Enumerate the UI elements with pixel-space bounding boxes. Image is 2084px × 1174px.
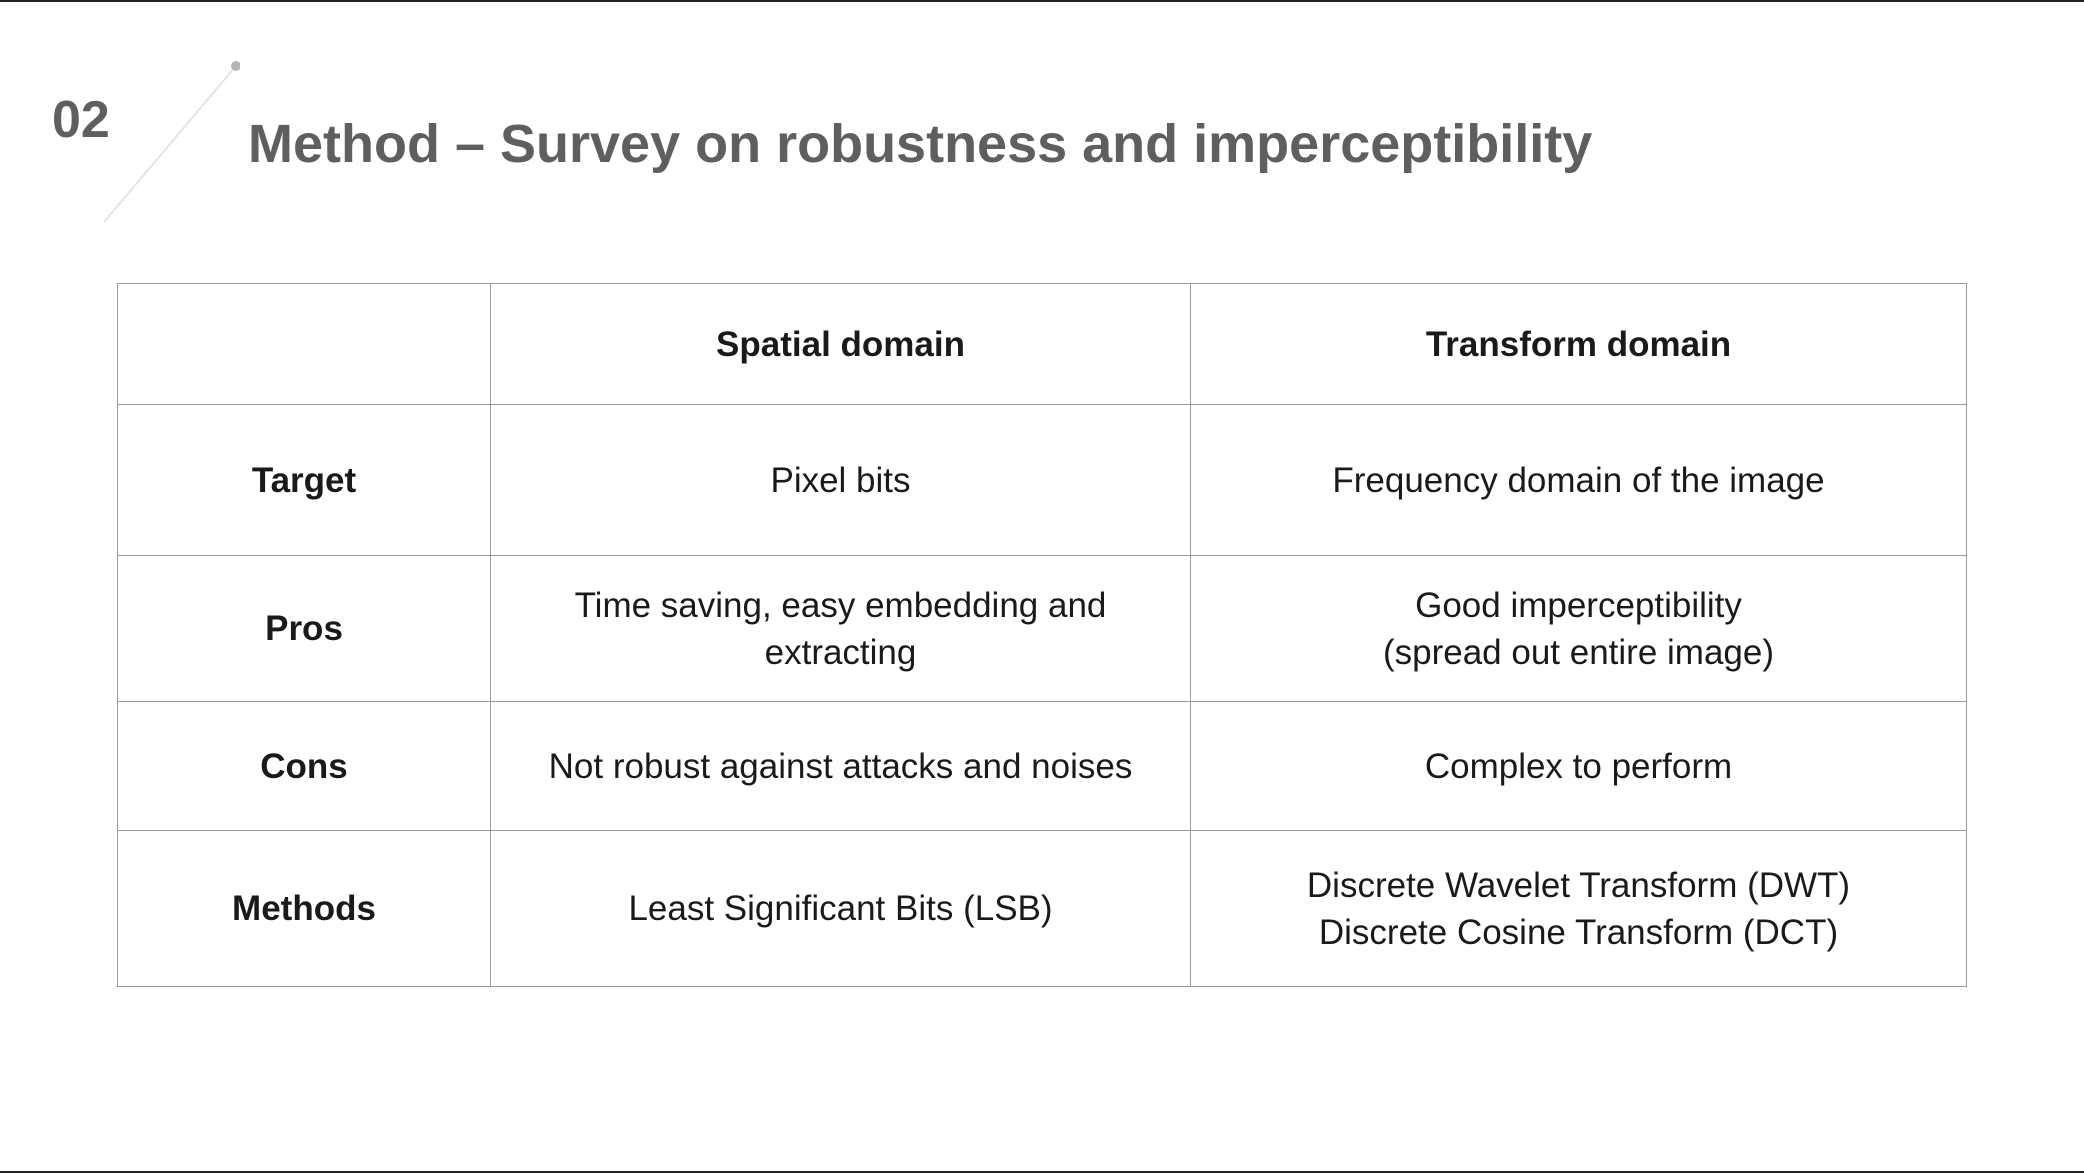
cell-methods-spatial: Least Significant Bits (LSB) bbox=[490, 830, 1191, 987]
slide-title: Method – Survey on robustness and imperc… bbox=[248, 114, 1593, 174]
cell-text: Not robust against attacks and noises bbox=[548, 746, 1133, 786]
cell-methods-transform: Discrete Wavelet Transform (DWT) Discret… bbox=[1190, 830, 1967, 987]
cell-cons-spatial: Not robust against attacks and noises bbox=[490, 701, 1191, 831]
cell-text: Time saving, easy embedding and extracti… bbox=[574, 585, 1107, 672]
cell-text: Least Significant Bits (LSB) bbox=[628, 889, 1053, 928]
cell-pros-spatial: Time saving, easy embedding and extracti… bbox=[490, 555, 1191, 702]
top-border-line bbox=[0, 0, 2084, 2]
cell-text: Good imperceptibility bbox=[1415, 585, 1742, 625]
row-label-pros: Pros bbox=[117, 555, 491, 702]
cell-pros-transform: Good imperceptibility (spread out entire… bbox=[1190, 555, 1967, 702]
table-header-row: Spatial domain Transform domain bbox=[117, 283, 1967, 405]
cell-target-spatial: Pixel bits bbox=[490, 404, 1191, 556]
cell-text: (spread out entire image) bbox=[1382, 632, 1775, 672]
row-label-cons: Cons bbox=[117, 701, 491, 831]
table-row-methods: Methods Least Significant Bits (LSB) Dis… bbox=[117, 830, 1967, 987]
comparison-table: Spatial domain Transform domain Target P… bbox=[117, 283, 1967, 987]
section-number: 02 bbox=[52, 91, 110, 149]
table-row-target: Target Pixel bits Frequency domain of th… bbox=[117, 404, 1967, 556]
header-empty-cell bbox=[117, 283, 491, 405]
cell-text: Pixel bits bbox=[770, 460, 911, 500]
cell-text: Complex to perform bbox=[1424, 746, 1733, 786]
table-row-cons: Cons Not robust against attacks and nois… bbox=[117, 701, 1967, 831]
cell-target-transform: Frequency domain of the image bbox=[1190, 404, 1967, 556]
cell-text: Discrete Cosine Transform (DCT) bbox=[1318, 912, 1839, 952]
row-label-methods: Methods bbox=[117, 830, 491, 987]
header-spatial-domain: Spatial domain bbox=[490, 283, 1191, 405]
cell-cons-transform: Complex to perform bbox=[1190, 701, 1967, 831]
header-transform-domain: Transform domain bbox=[1190, 283, 1967, 405]
decorative-diagonal-line bbox=[103, 61, 240, 223]
bottom-border-line bbox=[0, 1171, 2084, 1173]
table-row-pros: Pros Time saving, easy embedding and ext… bbox=[117, 555, 1967, 702]
cell-text: Frequency domain of the image bbox=[1332, 460, 1825, 500]
row-label-target: Target bbox=[117, 404, 491, 556]
cell-text: Discrete Wavelet Transform (DWT) bbox=[1306, 865, 1851, 905]
